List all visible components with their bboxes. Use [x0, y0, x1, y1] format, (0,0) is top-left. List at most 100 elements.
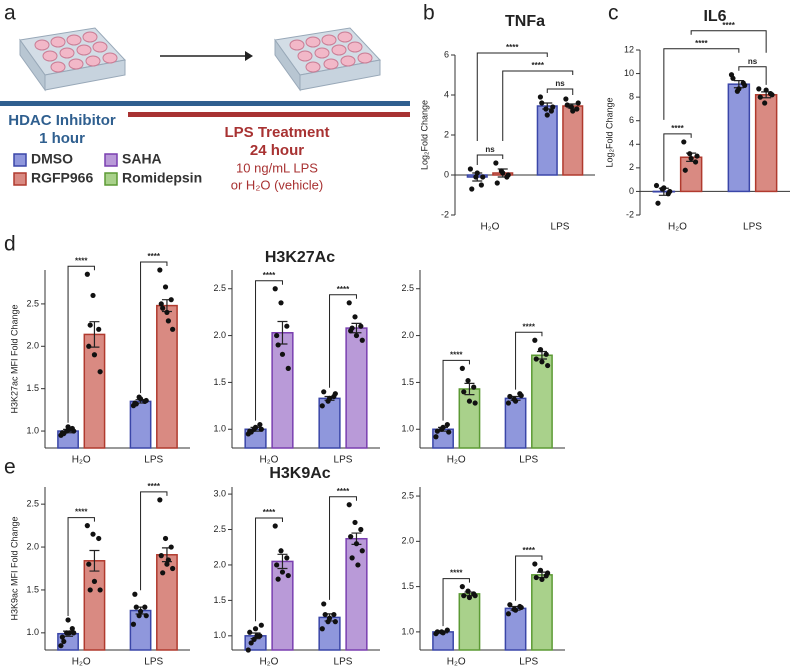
data-point: [170, 326, 176, 332]
y-tick-label: 2.0: [26, 541, 39, 551]
chart-panel: H3K9ac MFI Fold Change 1.0 1.5 2.0 2.5 H₂O LPS…: [9, 482, 190, 668]
data-point: [469, 186, 475, 192]
bar: [83, 333, 106, 449]
significance-bracket: [442, 359, 470, 421]
x-tick-label: LPS: [743, 222, 762, 233]
y-tick-label: -2: [441, 209, 449, 219]
data-point: [537, 567, 544, 573]
y-tick-label: 2.5: [401, 490, 414, 500]
data-point: [326, 615, 333, 621]
chart-panel: TNFa Log₂Fold Change -2 0 2 4 6 H₂O LPS ns ns **** *…: [419, 13, 595, 233]
data-point: [275, 576, 281, 582]
legend-label: RGFP966: [31, 170, 93, 186]
significance-label: ****: [263, 508, 276, 517]
data-point: [459, 365, 465, 371]
y-tick-label: 2.0: [213, 559, 226, 569]
x-tick-label: H₂O: [447, 455, 466, 466]
data-point: [653, 182, 660, 189]
data-point: [348, 534, 354, 540]
significance-bracket: [738, 66, 767, 85]
data-point: [769, 92, 775, 98]
data-point: [467, 166, 473, 172]
data-point: [97, 369, 103, 375]
data-point: [459, 584, 465, 590]
data-point: [358, 526, 364, 533]
chart-panel: IL6 Log₂Fold Change -2 0 2 4 6 8 10 12 H₂O LPS **** n…: [604, 8, 790, 233]
data-point: [274, 332, 280, 339]
y-tick-label: 1.5: [26, 383, 39, 393]
data-point: [349, 555, 355, 561]
data-point: [157, 497, 163, 503]
significance-bracket: [476, 52, 548, 141]
x-tick-label: H₂O: [668, 222, 687, 233]
data-point: [58, 643, 64, 649]
data-point: [762, 100, 768, 106]
data-point: [532, 561, 538, 567]
data-point: [258, 426, 264, 432]
data-point: [321, 389, 327, 395]
x-tick-label: LPS: [334, 657, 353, 668]
significance-label: ns: [485, 145, 495, 154]
legend-label: Romidepsin: [122, 170, 202, 186]
y-tick-label: 2.5: [213, 283, 226, 293]
y-tick-label: 2.0: [26, 341, 39, 351]
data-point: [158, 301, 164, 307]
panel-letter: c: [608, 2, 619, 25]
data-point: [682, 167, 688, 173]
data-point: [512, 398, 519, 404]
data-point: [687, 151, 693, 157]
data-point: [461, 593, 467, 599]
data-point: [493, 160, 499, 166]
data-point: [133, 401, 139, 407]
data-point: [61, 430, 67, 437]
vehicle-label: or H₂O (vehicle): [231, 177, 323, 192]
data-point: [742, 82, 748, 88]
error-bar: [351, 322, 362, 334]
y-tick-label: 2: [629, 162, 634, 172]
inhibitor-label: HDAC Inhibitor: [8, 112, 116, 129]
dose-label: 10 ng/mL LPS: [236, 160, 318, 175]
bar: [458, 593, 481, 651]
data-point: [507, 393, 513, 400]
data-point: [272, 523, 278, 529]
data-point: [279, 569, 286, 575]
data-point: [681, 139, 687, 145]
x-tick-label: LPS: [519, 657, 538, 668]
x-tick-label: H₂O: [481, 222, 500, 233]
data-point: [258, 622, 264, 628]
data-point: [321, 601, 327, 607]
y-tick-label: 2.5: [26, 499, 39, 509]
x-tick-label: H₂O: [72, 455, 91, 466]
chart-title: IL6: [703, 8, 726, 25]
data-point: [472, 400, 478, 406]
data-point: [349, 325, 355, 331]
data-point: [96, 535, 102, 542]
data-point: [84, 523, 90, 529]
data-point: [352, 314, 358, 320]
y-tick-label: 12: [624, 44, 634, 54]
significance-bracket: [546, 88, 574, 95]
data-point: [279, 351, 286, 357]
legend-swatch: [13, 153, 27, 167]
y-tick-label: 1.5: [401, 581, 414, 591]
y-axis-label: Log₂Fold Change: [604, 97, 614, 167]
significance-label: ****: [337, 487, 350, 496]
bar: [458, 388, 481, 449]
data-point: [544, 112, 550, 118]
significance-label: ns: [748, 57, 758, 66]
data-point: [440, 424, 446, 430]
significance-bracket: [515, 555, 543, 601]
data-point: [137, 396, 144, 402]
data-point: [730, 75, 736, 81]
significance-label: ****: [450, 569, 463, 578]
data-point: [143, 613, 149, 619]
significance-label: ****: [722, 21, 735, 30]
significance-label: ****: [450, 350, 463, 359]
significance-label: ****: [75, 508, 88, 517]
data-point: [550, 104, 556, 110]
data-point: [465, 377, 471, 384]
significance-bracket: [502, 70, 574, 141]
bar: [345, 327, 368, 449]
significance-bracket: [663, 133, 692, 182]
error-bar: [464, 382, 475, 396]
